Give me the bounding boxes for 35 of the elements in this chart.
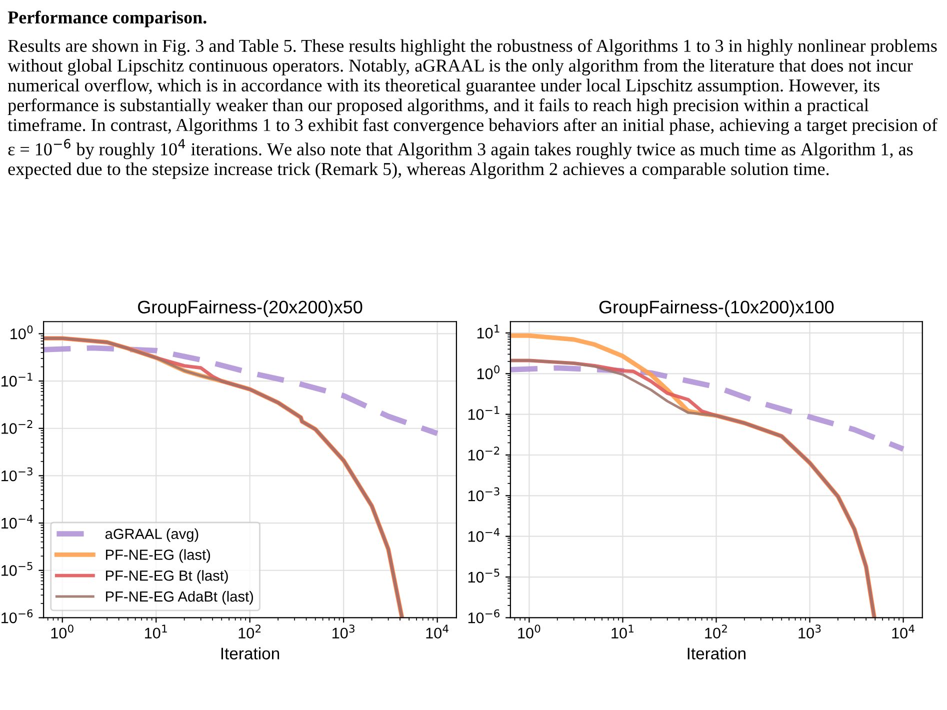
y-tick-label: 10$^{−6}$ [2, 609, 33, 624]
x-axis-title: Iteration [688, 647, 746, 660]
x-tick-label: 10$^{2}$ [705, 624, 727, 639]
x-tick-label: 10$^{4}$ [892, 624, 914, 639]
y-tick-label: 10$^{−1}$ [468, 406, 500, 420]
y-tick-label: 10$^{−6}$ [468, 609, 500, 624]
legend-label: PF-NE-EG AdaBt (last) [106, 590, 254, 605]
legend-label: aGRAAL (avg) [105, 528, 198, 542]
y-tick-label: 10$^{0}$ [477, 365, 500, 380]
x-tick-label: 10$^{0}$ [51, 624, 74, 639]
y-tick-label: 10$^{−5}$ [2, 562, 32, 576]
y-tick-label: 10$^{−4}$ [468, 528, 500, 542]
x-tick-label: 10$^{0}$ [518, 624, 540, 639]
y-tick-label: 10$^{−3}$ [2, 467, 32, 482]
y-tick-label: 10$^{−2}$ [468, 446, 500, 461]
x-tick-label: 10$^{4}$ [426, 624, 448, 639]
y-tick-label: 10$^{−3}$ [468, 487, 500, 502]
x-axis-title: Iteration [221, 647, 280, 660]
x-tick-label: 10$^{3}$ [798, 624, 821, 639]
y-tick-label: 10$^{−2}$ [2, 420, 32, 434]
chart-title: GroupFairness-(20x200)x50 [138, 300, 362, 318]
y-tick-label: 10$^{−4}$ [2, 514, 33, 529]
x-tick-label: 10$^{1}$ [612, 624, 634, 639]
legend-label: PF-NE-EG (last) [106, 549, 210, 563]
y-tick-label: 10$^{1}$ [477, 324, 500, 339]
x-tick-label: 10$^{3}$ [332, 624, 354, 639]
legend-label: PF-NE-EG Bt (last) [106, 570, 228, 584]
y-tick-label: 10$^{0}$ [10, 325, 33, 340]
x-tick-label: 10$^{2}$ [238, 624, 260, 639]
text: Results are shown in Fig. 3 and Table 5. These results highlight the robustness of Algorithms 1 to 3 in highly nonlinear problems without global Lipschitz continuous operators. Notably, aGRAAL is the only algorithm from the literature that does not incur numerical overflow, which is in accordance with its theoretical guarantee under local Lipschitz assumption. However, its performance is substantially weaker than our proposed algorithms, and it fails to reach high precision within a practical timeframe. In contrast, Algorithms 1 to 3 exhibit fast convergence behaviors after an initial phase, achieving a target precision of ε = 10$^{−6}$ by roughly 10$^{4}$ iterations. We also note that Algorithm 3 again takes roughly twice as much time as Algorithm 1, as expected due to the stepsize increase trick (Remark 5), whereas Algorithm 2 achieves a comparable solution time. [8, 39, 938, 179]
text: Performance comparison. [8, 10, 206, 28]
chart-title: GroupFairness-(10x200)x100 [599, 300, 834, 318]
x-tick-label: 10$^{1}$ [145, 624, 167, 639]
y-tick-label: 10$^{−1}$ [2, 372, 32, 387]
y-tick-label: 10$^{−5}$ [468, 568, 500, 583]
